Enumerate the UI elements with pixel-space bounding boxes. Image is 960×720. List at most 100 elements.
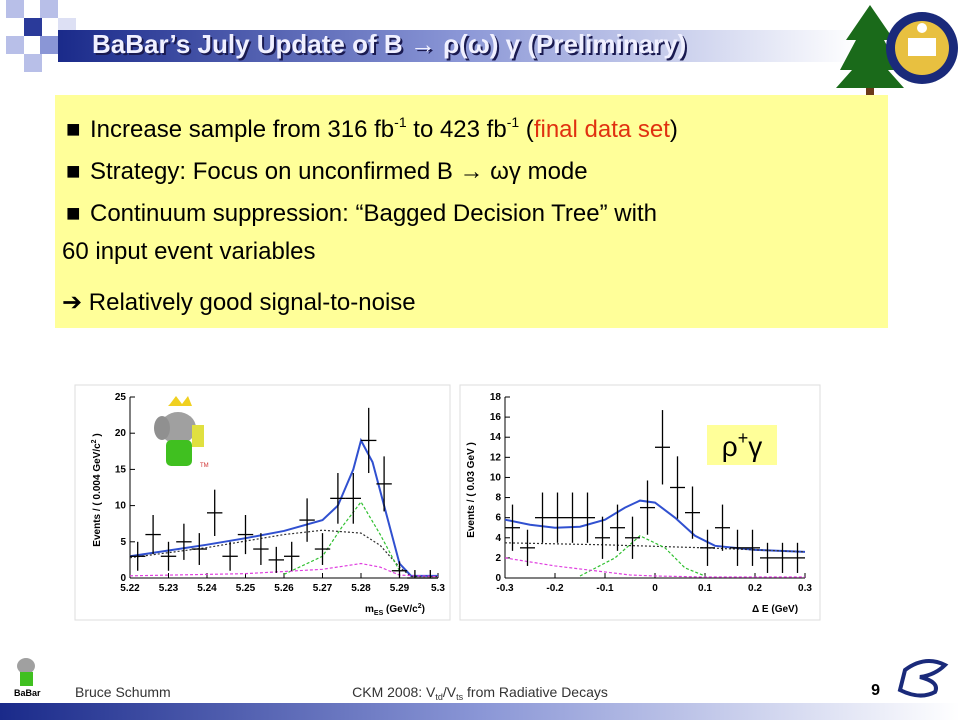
data-point	[775, 542, 790, 573]
data-point	[391, 561, 408, 578]
data-point	[535, 492, 550, 543]
x-tick-label: 5.29	[390, 583, 410, 594]
y-tick-label: 12	[490, 452, 502, 463]
tree-logo	[836, 5, 904, 96]
x-tick-label: -0.2	[546, 583, 564, 594]
x-tick-label: 5.25	[236, 583, 256, 594]
footer-babar-logo	[17, 658, 35, 686]
data-point	[730, 529, 745, 566]
data-point	[610, 504, 625, 551]
content-box	[55, 95, 888, 328]
title-shadow: BaBar’s July Update of B → ρ(ω) γ (Preli…	[94, 31, 688, 61]
data-point	[640, 480, 655, 535]
y-axis-label: Events / ( 0.03 GeV )	[466, 442, 477, 538]
data-point	[160, 541, 177, 571]
data-point	[314, 533, 331, 565]
bullet: Strategy: Focus on unconfirmed B → ωγ mo…	[90, 158, 588, 185]
bullet: Continuum suppression: “Bagged Decision …	[90, 200, 657, 227]
data-point	[700, 529, 715, 566]
footer-author: Bruce Schumm	[75, 684, 171, 700]
footer-logo-text: BaBar	[14, 688, 41, 698]
y-tick-label: 20	[115, 428, 127, 439]
bullet: Increase sample from 316 fb-1 to 423 fb-…	[90, 114, 678, 143]
fit-curve	[129, 437, 438, 577]
y-tick-label: 2	[495, 553, 501, 564]
x-tick-label: 5.24	[197, 583, 217, 594]
fit-curve	[504, 499, 806, 553]
y-tick-label: 14	[490, 432, 502, 443]
x-tick-label: 0.3	[798, 583, 812, 594]
page-number: 9	[871, 682, 880, 699]
x-tick-label: 5.27	[313, 583, 333, 594]
fit-curve	[504, 557, 805, 578]
x-tick-label: 5.3	[431, 583, 445, 594]
data-point	[376, 456, 392, 512]
data-point	[505, 504, 520, 551]
fit-curve	[283, 500, 401, 575]
data-point	[299, 498, 315, 542]
x-tick-label: -0.3	[496, 583, 514, 594]
footer-center: CKM 2008: Vtd/Vts from Radiative Decays	[352, 684, 608, 702]
data-point	[407, 570, 423, 579]
data-point	[790, 542, 805, 573]
data-point	[760, 542, 775, 573]
x-tick-label: 0	[652, 583, 658, 594]
data-point	[191, 533, 207, 565]
x-tick-label: 5.22	[120, 583, 140, 594]
y-tick-label: 10	[115, 501, 127, 512]
data-point	[550, 492, 565, 543]
annotation-box	[707, 425, 777, 465]
data-point	[330, 473, 346, 524]
y-tick-label: 0	[495, 573, 501, 584]
footer-bar	[0, 703, 960, 720]
data-point	[268, 546, 284, 573]
data-point	[145, 515, 161, 555]
y-axis-label: Events / ( 0.004 GeV/c2 )	[91, 433, 103, 546]
seal-logo	[886, 12, 958, 84]
fit-curve	[579, 535, 706, 577]
data-point	[222, 541, 238, 571]
y-tick-label: 18	[490, 392, 502, 403]
data-point	[565, 492, 580, 543]
bullet-marker: ■	[66, 116, 81, 143]
y-tick-label: 4	[495, 533, 501, 544]
annotation: ρ+γ	[722, 428, 762, 462]
data-point	[422, 570, 438, 579]
data-point	[580, 492, 595, 543]
fit-curve	[129, 529, 438, 578]
plot-frame	[459, 384, 821, 621]
y-tick-label: 8	[495, 493, 501, 504]
conclusion: ➔ Relatively good signal-to-noise	[62, 289, 416, 316]
data-point	[745, 529, 760, 566]
plot-frame	[74, 384, 451, 621]
y-tick-label: 6	[495, 513, 501, 524]
y-tick-label: 5	[120, 537, 126, 548]
data-point	[520, 529, 535, 566]
bullet-marker: ■	[66, 200, 81, 227]
data-point	[345, 473, 361, 524]
x-tick-label: 0.1	[698, 583, 712, 594]
x-axis-label: mES (GeV/c2)	[365, 603, 425, 617]
y-tick-label: 25	[115, 392, 127, 403]
title: BaBar’s July Update of B → ρ(ω) γ (Preli…	[92, 29, 686, 59]
data-point	[237, 515, 254, 555]
data-point	[361, 407, 377, 474]
belle-logo	[897, 659, 949, 698]
y-tick-label: 0	[120, 573, 126, 584]
y-tick-label: 15	[115, 464, 127, 475]
bullet-continued: 60 input event variables	[62, 238, 316, 265]
x-axis-label: Δ E (GeV)	[752, 604, 798, 615]
data-point	[685, 486, 700, 539]
x-tick-label: -0.1	[596, 583, 614, 594]
bullet-marker: ■	[66, 158, 81, 185]
x-tick-label: 5.28	[351, 583, 371, 594]
data-point	[670, 456, 685, 519]
y-tick-label: 10	[490, 472, 502, 483]
data-point	[176, 523, 192, 560]
data-point	[130, 541, 146, 571]
tm: TM	[200, 463, 209, 469]
data-point	[625, 516, 640, 559]
x-tick-label: 5.23	[159, 583, 179, 594]
